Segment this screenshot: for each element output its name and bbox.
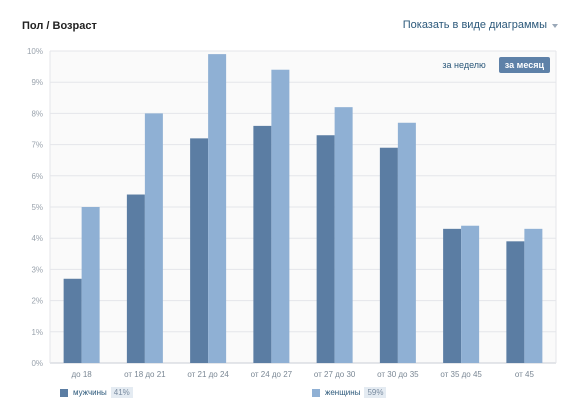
legend: мужчины 41% женщины 59% [0, 386, 576, 402]
tab-month[interactable]: за месяц [498, 57, 550, 73]
bar-female [461, 225, 480, 363]
bar-male [443, 228, 462, 363]
legend-label-male: мужчины [73, 388, 107, 397]
legend-value-female: 59% [364, 387, 387, 398]
y-tick-label: 10% [27, 47, 43, 56]
x-tick-label: от 18 до 21 [124, 370, 166, 379]
legend-item-male[interactable]: мужчины 41% [60, 387, 133, 398]
x-tick-label: от 45 [515, 370, 535, 379]
y-tick-label: 2% [31, 297, 43, 306]
y-tick-label: 0% [31, 359, 43, 368]
y-tick-label: 8% [31, 109, 43, 118]
legend-swatch-male [60, 388, 68, 397]
bar-female [144, 113, 163, 364]
legend-label-female: женщины [325, 388, 361, 397]
bar-male [126, 194, 145, 363]
bar-female [524, 228, 543, 363]
tab-week[interactable]: за неделю [442, 60, 486, 70]
bar-female [334, 107, 353, 363]
bar-female [271, 69, 290, 363]
bar-male [379, 147, 398, 363]
bar-female [208, 54, 227, 364]
period-tabs: за неделю за месяц [436, 57, 550, 73]
chart-area: 0% 1% 2% 3% 4% 5% 6% 7% 8% 9% 10% до 18 от 18 до 21 о… [0, 40, 576, 385]
y-tick-label: 5% [31, 203, 43, 212]
legend-value-male: 41% [110, 387, 133, 398]
y-tick-label: 3% [31, 265, 43, 274]
y-tick-label: 9% [31, 78, 43, 87]
x-tick-label: от 24 до 27 [251, 370, 293, 379]
bar-female [81, 207, 100, 363]
bar-male [63, 278, 82, 363]
y-tick-label: 1% [31, 328, 43, 337]
x-tick-label: от 35 до 45 [440, 370, 482, 379]
y-tick-label: 6% [31, 172, 43, 181]
bar-male [506, 241, 525, 363]
legend-item-female[interactable]: женщины 59% [312, 387, 387, 398]
view-toggle-label: Показать в виде диаграммы [402, 19, 547, 31]
bar-chart: 0% 1% 2% 3% 4% 5% 6% 7% 8% 9% 10% до 18 от 18 до 21 о… [27, 47, 557, 379]
legend-swatch-female [312, 388, 320, 397]
bar-female [397, 122, 416, 363]
bar-male [316, 135, 335, 363]
x-tick-label: от 30 до 35 [377, 370, 419, 379]
y-tick-label: 7% [31, 141, 43, 150]
bar-male [253, 125, 272, 363]
page-title: Пол / Возраст [22, 20, 97, 32]
y-tick-label: 4% [31, 234, 43, 243]
view-toggle-dropdown[interactable]: Показать в виде диаграммы [403, 19, 558, 31]
x-tick-label: от 21 до 24 [187, 370, 229, 379]
x-tick-label: от 27 до 30 [314, 370, 356, 379]
chevron-down-icon [552, 23, 558, 28]
bar-male [190, 138, 209, 363]
x-tick-label: до 18 [72, 370, 93, 379]
